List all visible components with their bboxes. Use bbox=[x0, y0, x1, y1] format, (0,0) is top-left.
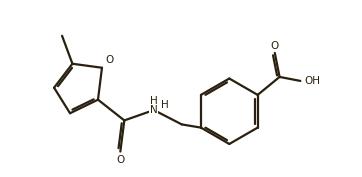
Text: H: H bbox=[150, 96, 158, 106]
Text: H: H bbox=[161, 100, 169, 110]
Text: O: O bbox=[105, 55, 113, 65]
Text: O: O bbox=[271, 41, 279, 51]
Text: N: N bbox=[150, 105, 158, 115]
Text: OH: OH bbox=[304, 76, 320, 86]
Text: O: O bbox=[116, 155, 125, 165]
